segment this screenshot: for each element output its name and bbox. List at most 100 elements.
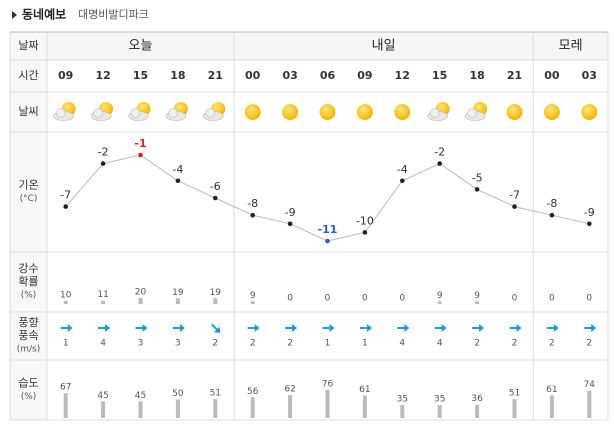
arrow-head: [329, 324, 335, 332]
precipitation-label: 20: [135, 288, 147, 298]
temperature-point: [100, 161, 106, 166]
weather-icon: [427, 102, 450, 121]
temperature-label: -4: [397, 163, 408, 176]
humidity-label: 76: [322, 379, 334, 389]
temperature-label: -5: [472, 171, 483, 184]
time-label: 18: [170, 69, 185, 82]
temperature-label: -2: [434, 146, 445, 159]
time-label: 15: [133, 69, 148, 82]
wind-arrow: [434, 324, 447, 332]
precipitation-label: 0: [325, 294, 331, 304]
humidity-label: 56: [247, 387, 259, 397]
wind-speed: 2: [512, 339, 518, 349]
arrow-head: [479, 324, 485, 332]
precipitation-label: 19: [172, 288, 184, 298]
humidity-bar: [63, 393, 68, 418]
row-label: 습도: [18, 377, 38, 390]
humidity-label: 51: [210, 389, 221, 399]
row-label: 시간: [18, 69, 38, 82]
temperature-label: -7: [60, 189, 71, 202]
row-label: 확률: [18, 275, 38, 288]
precipitation-label: 11: [97, 290, 108, 300]
humidity-label: 61: [359, 385, 370, 395]
humidity-bar: [101, 401, 106, 418]
precipitation-label: 0: [362, 294, 368, 304]
humidity-bar: [138, 401, 143, 418]
weather-icon: [581, 104, 598, 120]
humidity-bar: [288, 395, 293, 418]
wind-arrow: [359, 324, 372, 332]
time-label: 09: [357, 69, 372, 82]
cloud: [429, 108, 440, 118]
arrow-head: [67, 324, 73, 332]
precipitation-bar: [475, 301, 480, 304]
wind-arrow: [60, 324, 73, 332]
arrow-head: [292, 324, 298, 332]
arrow-head: [213, 326, 221, 333]
wind-arrow: [472, 324, 485, 332]
row-label: (m/s): [17, 345, 41, 355]
humidity-label: 50: [172, 389, 184, 399]
humidity-label: 35: [397, 395, 408, 405]
weather-icon: [165, 102, 188, 121]
row-label: (%): [21, 392, 37, 402]
row-label: 날씨: [18, 105, 38, 118]
precipitation-label: 9: [474, 291, 480, 301]
temperature-label: -8: [247, 197, 258, 210]
temperature-point: [63, 204, 68, 209]
weather-icon: [506, 104, 523, 120]
time-label: 09: [58, 69, 73, 82]
humidity-bar: [213, 399, 218, 418]
cloud: [467, 108, 477, 118]
wind-arrow: [546, 324, 559, 332]
day-label: 모레: [559, 39, 583, 54]
precipitation-label: 9: [437, 291, 443, 301]
humidity-bar: [587, 390, 592, 418]
bullet: [12, 11, 17, 19]
time-label: 12: [395, 69, 410, 82]
weather-icon: [203, 102, 226, 121]
day-label: 오늘: [129, 39, 153, 54]
sun: [581, 104, 598, 120]
humidity-bar: [325, 389, 330, 418]
time-label: 12: [95, 69, 110, 82]
precipitation-bar: [101, 300, 106, 304]
temperature-label: -9: [584, 206, 595, 219]
arrow-head: [404, 324, 410, 332]
time-label: 06: [320, 69, 336, 82]
time-label: 21: [507, 69, 522, 82]
weather-icon: [356, 104, 373, 120]
temperature-label: -1: [134, 137, 146, 150]
humidity-label: 61: [546, 385, 557, 395]
temperature-point: [587, 221, 592, 227]
wind-speed: 1: [63, 339, 69, 349]
precipitation-label: 0: [287, 294, 293, 304]
wind-arrow: [98, 324, 111, 332]
weather-icon: [282, 104, 299, 120]
temperature-point: [175, 178, 181, 184]
humidity-bar: [175, 399, 180, 418]
wind-speed: 2: [549, 339, 555, 349]
time-label: 00: [245, 69, 261, 82]
temperature-label: -4: [172, 163, 183, 176]
day-row: [47, 32, 608, 60]
humidity-bar: [400, 405, 405, 418]
humidity-label: 51: [509, 389, 520, 399]
sun: [244, 104, 261, 120]
precipitation-label: 10: [60, 291, 72, 301]
wind-arrow: [397, 324, 410, 332]
arrow-head: [591, 324, 597, 332]
wind-speed: 2: [287, 339, 293, 349]
row-label: 풍향: [18, 316, 38, 329]
wind-arrow: [584, 324, 597, 332]
sun: [543, 104, 560, 120]
wind-speed: 4: [399, 339, 405, 349]
temperature-point: [549, 212, 555, 218]
wind-arrow: [509, 324, 522, 332]
weather-icon: [90, 102, 114, 121]
cloud: [205, 108, 216, 118]
cloud: [130, 108, 141, 118]
arrow-head: [553, 324, 559, 332]
temperature-point: [325, 238, 330, 244]
